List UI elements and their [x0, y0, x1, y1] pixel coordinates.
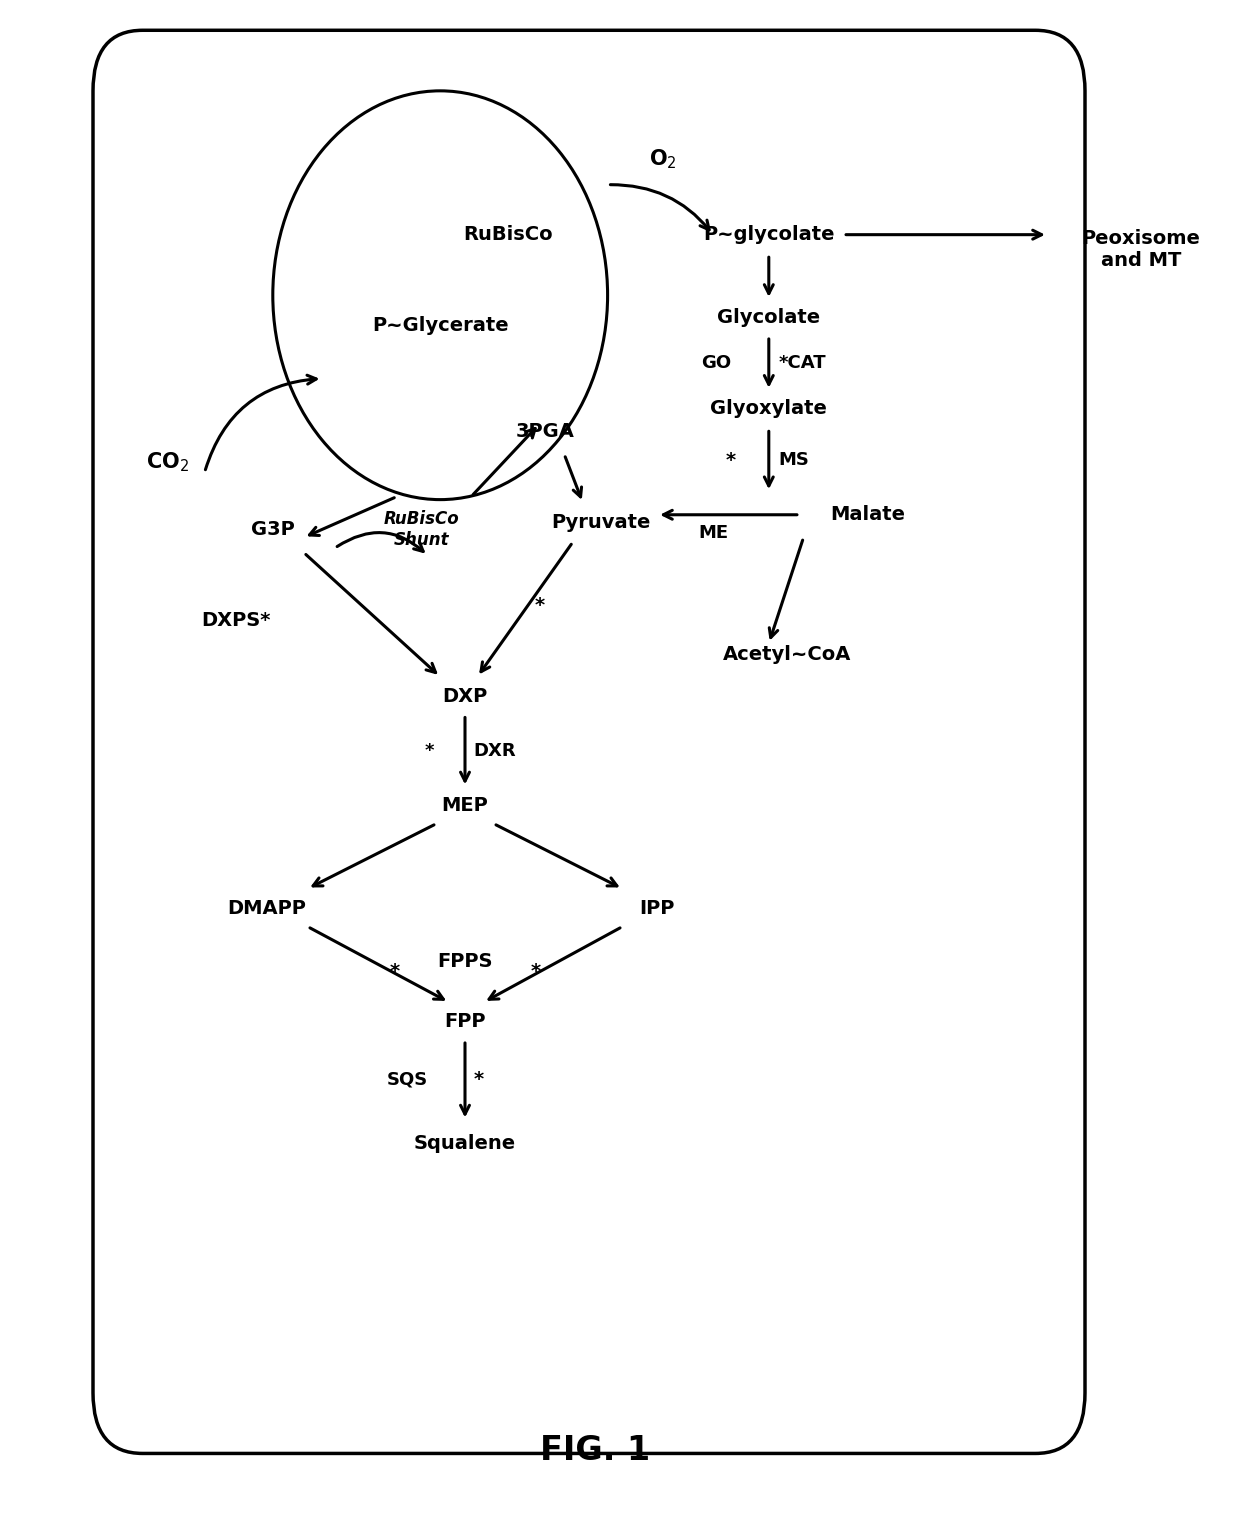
Text: SQS: SQS: [387, 1070, 428, 1089]
Text: Glyoxylate: Glyoxylate: [711, 400, 827, 418]
Text: FPP: FPP: [444, 1013, 486, 1031]
Text: CO$_2$: CO$_2$: [146, 450, 188, 474]
Text: Peoxisome
and MT: Peoxisome and MT: [1081, 229, 1200, 271]
Text: *: *: [531, 963, 541, 981]
Text: *: *: [474, 1070, 484, 1089]
Text: MS: MS: [779, 451, 810, 469]
Text: Squalene: Squalene: [414, 1134, 516, 1152]
Text: *: *: [725, 451, 735, 469]
Text: RuBisCo: RuBisCo: [464, 226, 553, 244]
Text: RuBisCo
Shunt: RuBisCo Shunt: [384, 510, 459, 550]
Text: Pyruvate: Pyruvate: [552, 513, 651, 531]
Text: Acetyl~CoA: Acetyl~CoA: [723, 645, 852, 663]
Text: DXPS*: DXPS*: [201, 612, 270, 630]
Text: FIG. 1: FIG. 1: [541, 1434, 650, 1467]
Text: Glycolate: Glycolate: [717, 309, 821, 327]
Text: MEP: MEP: [441, 796, 489, 815]
Text: IPP: IPP: [640, 899, 675, 917]
Text: 3PGA: 3PGA: [516, 422, 575, 441]
Text: P~Glycerate: P~Glycerate: [372, 316, 508, 335]
Text: DMAPP: DMAPP: [227, 899, 306, 917]
Text: GO: GO: [702, 354, 732, 372]
Text: *: *: [389, 963, 399, 981]
Text: O$_2$: O$_2$: [650, 147, 677, 171]
Text: P~glycolate: P~glycolate: [703, 226, 835, 244]
Text: DXR: DXR: [474, 742, 516, 760]
Text: Malate: Malate: [831, 506, 905, 524]
Text: FPPS: FPPS: [438, 952, 492, 970]
Text: ME: ME: [698, 524, 728, 542]
Text: *: *: [424, 742, 434, 760]
Text: DXP: DXP: [443, 687, 487, 706]
Text: *: *: [534, 597, 544, 615]
Text: *CAT: *CAT: [779, 354, 826, 372]
Text: G3P: G3P: [250, 521, 295, 539]
